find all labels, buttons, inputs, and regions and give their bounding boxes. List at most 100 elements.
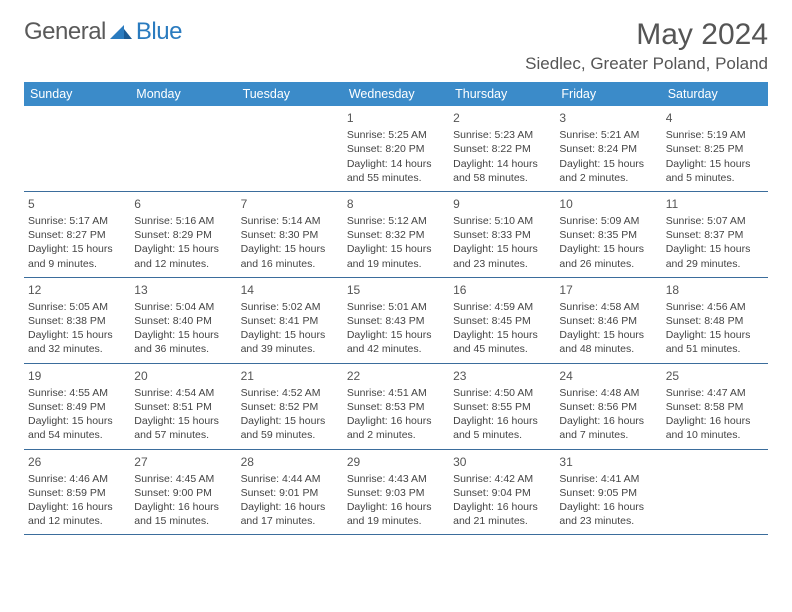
day-header: Tuesday xyxy=(237,82,343,106)
day-number: 23 xyxy=(453,368,551,384)
day-number: 18 xyxy=(666,282,764,298)
calendar-week-row: 1Sunrise: 5:25 AMSunset: 8:20 PMDaylight… xyxy=(24,106,768,192)
calendar-day-cell xyxy=(130,106,236,191)
daylight-text: Daylight: 15 hours and 48 minutes. xyxy=(559,328,657,356)
calendar-day-cell: 2Sunrise: 5:23 AMSunset: 8:22 PMDaylight… xyxy=(449,106,555,191)
calendar-day-cell: 15Sunrise: 5:01 AMSunset: 8:43 PMDayligh… xyxy=(343,278,449,363)
calendar-week-row: 5Sunrise: 5:17 AMSunset: 8:27 PMDaylight… xyxy=(24,192,768,278)
sunrise-text: Sunrise: 5:19 AM xyxy=(666,128,764,142)
day-header: Thursday xyxy=(449,82,555,106)
triangle-icon xyxy=(110,23,132,41)
sunrise-text: Sunrise: 4:55 AM xyxy=(28,386,126,400)
sunset-text: Sunset: 9:00 PM xyxy=(134,486,232,500)
sunset-text: Sunset: 8:32 PM xyxy=(347,228,445,242)
sunset-text: Sunset: 8:20 PM xyxy=(347,142,445,156)
calendar-day-cell: 3Sunrise: 5:21 AMSunset: 8:24 PMDaylight… xyxy=(555,106,661,191)
calendar-day-cell: 8Sunrise: 5:12 AMSunset: 8:32 PMDaylight… xyxy=(343,192,449,277)
sunrise-text: Sunrise: 5:23 AM xyxy=(453,128,551,142)
calendar-day-cell: 19Sunrise: 4:55 AMSunset: 8:49 PMDayligh… xyxy=(24,364,130,449)
sunrise-text: Sunrise: 5:14 AM xyxy=(241,214,339,228)
day-header-row: Sunday Monday Tuesday Wednesday Thursday… xyxy=(24,82,768,106)
sunset-text: Sunset: 8:22 PM xyxy=(453,142,551,156)
sunrise-text: Sunrise: 4:48 AM xyxy=(559,386,657,400)
day-number: 15 xyxy=(347,282,445,298)
sunset-text: Sunset: 8:48 PM xyxy=(666,314,764,328)
logo-text-blue: Blue xyxy=(136,18,182,46)
sunrise-text: Sunrise: 4:47 AM xyxy=(666,386,764,400)
daylight-text: Daylight: 15 hours and 51 minutes. xyxy=(666,328,764,356)
day-header: Wednesday xyxy=(343,82,449,106)
day-number: 26 xyxy=(28,454,126,470)
sunrise-text: Sunrise: 4:42 AM xyxy=(453,472,551,486)
day-number: 19 xyxy=(28,368,126,384)
calendar-day-cell: 26Sunrise: 4:46 AMSunset: 8:59 PMDayligh… xyxy=(24,450,130,535)
calendar-day-cell: 31Sunrise: 4:41 AMSunset: 9:05 PMDayligh… xyxy=(555,450,661,535)
day-header: Sunday xyxy=(24,82,130,106)
day-number: 3 xyxy=(559,110,657,126)
daylight-text: Daylight: 15 hours and 2 minutes. xyxy=(559,157,657,185)
daylight-text: Daylight: 16 hours and 15 minutes. xyxy=(134,500,232,528)
calendar-day-cell: 21 Sunrise: 4:52 AMSunset: 8:52 PMDayligh… xyxy=(237,364,343,449)
daylight-text: Daylight: 15 hours and 54 minutes. xyxy=(28,414,126,442)
daylight-text: Daylight: 15 hours and 59 minutes. xyxy=(241,414,339,442)
calendar-week-row: 12Sunrise: 5:05 AMSunset: 8:38 PMDayligh… xyxy=(24,278,768,364)
daylight-text: Daylight: 15 hours and 57 minutes. xyxy=(134,414,232,442)
sunset-text: Sunset: 8:46 PM xyxy=(559,314,657,328)
day-header: Saturday xyxy=(662,82,768,106)
calendar-day-cell: 10Sunrise: 5:09 AMSunset: 8:35 PMDayligh… xyxy=(555,192,661,277)
daylight-text: Daylight: 14 hours and 58 minutes. xyxy=(453,157,551,185)
location-text: Siedlec, Greater Poland, Poland xyxy=(525,54,768,74)
daylight-text: Daylight: 15 hours and 26 minutes. xyxy=(559,242,657,270)
calendar-day-cell: 1Sunrise: 5:25 AMSunset: 8:20 PMDaylight… xyxy=(343,106,449,191)
sunset-text: Sunset: 8:37 PM xyxy=(666,228,764,242)
day-number: 22 xyxy=(347,368,445,384)
day-number: 20 xyxy=(134,368,232,384)
calendar-day-cell: 11Sunrise: 5:07 AMSunset: 8:37 PMDayligh… xyxy=(662,192,768,277)
sunrise-text: Sunrise: 5:01 AM xyxy=(347,300,445,314)
day-number: 11 xyxy=(666,196,764,212)
daylight-text: Daylight: 15 hours and 42 minutes. xyxy=(347,328,445,356)
day-number: 7 xyxy=(241,196,339,212)
sunrise-text: Sunrise: 4:52 AM xyxy=(241,386,339,400)
daylight-text: Daylight: 14 hours and 55 minutes. xyxy=(347,157,445,185)
sunrise-text: Sunrise: 4:59 AM xyxy=(453,300,551,314)
sunrise-text: Sunrise: 5:10 AM xyxy=(453,214,551,228)
sunrise-text: Sunrise: 4:58 AM xyxy=(559,300,657,314)
calendar-day-cell: 20Sunrise: 4:54 AMSunset: 8:51 PMDayligh… xyxy=(130,364,236,449)
calendar-grid: Sunday Monday Tuesday Wednesday Thursday… xyxy=(24,82,768,535)
calendar-day-cell xyxy=(237,106,343,191)
calendar-day-cell: 7Sunrise: 5:14 AMSunset: 8:30 PMDaylight… xyxy=(237,192,343,277)
day-number: 6 xyxy=(134,196,232,212)
sunrise-text: Sunrise: 4:51 AM xyxy=(347,386,445,400)
daylight-text: Daylight: 16 hours and 17 minutes. xyxy=(241,500,339,528)
sunset-text: Sunset: 8:45 PM xyxy=(453,314,551,328)
calendar-day-cell: 28Sunrise: 4:44 AMSunset: 9:01 PMDayligh… xyxy=(237,450,343,535)
calendar-day-cell xyxy=(24,106,130,191)
daylight-text: Daylight: 15 hours and 9 minutes. xyxy=(28,242,126,270)
calendar-day-cell: 17Sunrise: 4:58 AMSunset: 8:46 PMDayligh… xyxy=(555,278,661,363)
sunset-text: Sunset: 8:52 PM xyxy=(241,400,339,414)
sunrise-text: Sunrise: 5:17 AM xyxy=(28,214,126,228)
day-number: 1 xyxy=(347,110,445,126)
sunset-text: Sunset: 8:59 PM xyxy=(28,486,126,500)
day-number: 21 xyxy=(241,368,339,384)
sunset-text: Sunset: 8:38 PM xyxy=(28,314,126,328)
sunrise-text: Sunrise: 4:44 AM xyxy=(241,472,339,486)
title-block: May 2024 Siedlec, Greater Poland, Poland xyxy=(525,18,768,74)
daylight-text: Daylight: 16 hours and 2 minutes. xyxy=(347,414,445,442)
sunrise-text: Sunrise: 4:45 AM xyxy=(134,472,232,486)
daylight-text: Daylight: 16 hours and 23 minutes. xyxy=(559,500,657,528)
calendar-day-cell: 24Sunrise: 4:48 AMSunset: 8:56 PMDayligh… xyxy=(555,364,661,449)
calendar-day-cell: 29Sunrise: 4:43 AMSunset: 9:03 PMDayligh… xyxy=(343,450,449,535)
sunrise-text: Sunrise: 4:43 AM xyxy=(347,472,445,486)
calendar-day-cell: 6Sunrise: 5:16 AMSunset: 8:29 PMDaylight… xyxy=(130,192,236,277)
sunset-text: Sunset: 9:05 PM xyxy=(559,486,657,500)
calendar-day-cell: 23Sunrise: 4:50 AMSunset: 8:55 PMDayligh… xyxy=(449,364,555,449)
sunset-text: Sunset: 9:01 PM xyxy=(241,486,339,500)
sunset-text: Sunset: 8:58 PM xyxy=(666,400,764,414)
sunset-text: Sunset: 8:33 PM xyxy=(453,228,551,242)
weeks-container: 1Sunrise: 5:25 AMSunset: 8:20 PMDaylight… xyxy=(24,106,768,535)
day-header: Friday xyxy=(555,82,661,106)
sunrise-text: Sunrise: 4:50 AM xyxy=(453,386,551,400)
day-number: 4 xyxy=(666,110,764,126)
